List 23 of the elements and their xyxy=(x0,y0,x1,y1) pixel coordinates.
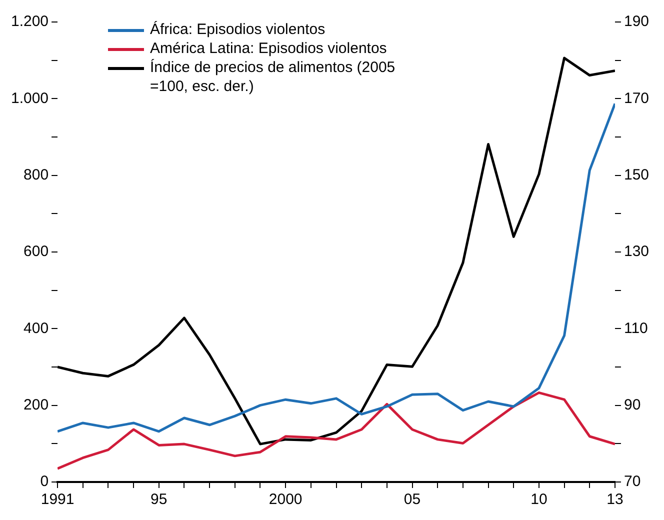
y-tick-label: 1.200 xyxy=(10,13,49,30)
legend-label: América Latina: Episodios violentos xyxy=(150,39,388,58)
y2-tick-label: 110 xyxy=(624,320,648,337)
x-tick-label: 05 xyxy=(404,491,421,508)
y-tick-label: 400 xyxy=(24,320,49,337)
x-tick-label: 2000 xyxy=(268,491,302,508)
y-tick-label: 200 xyxy=(24,396,49,414)
legend-label: África: Episodios violentos xyxy=(150,20,326,39)
x-tick-label: 95 xyxy=(150,491,168,508)
y2-tick-label: 190 xyxy=(624,13,650,30)
y-tick-label: 1.000 xyxy=(10,90,49,107)
y2-tick-label: 70 xyxy=(624,473,641,490)
y2-tick-label: 150 xyxy=(624,166,650,184)
y-tick-label: 0 xyxy=(40,473,49,490)
y2-tick-label: 130 xyxy=(624,243,650,260)
y2-tick-label: 170 xyxy=(624,90,650,107)
x-tick-label: 10 xyxy=(530,491,548,508)
legend-label: Índice de precios de alimentos (2005 =100, esc. der.) xyxy=(150,58,396,96)
y-tick-label: 800 xyxy=(24,166,49,184)
x-tick-label: 1991 xyxy=(40,491,74,508)
y-tick-label: 600 xyxy=(24,243,49,260)
x-tick-label: 13 xyxy=(606,491,624,508)
y2-tick-label: 90 xyxy=(624,396,641,414)
